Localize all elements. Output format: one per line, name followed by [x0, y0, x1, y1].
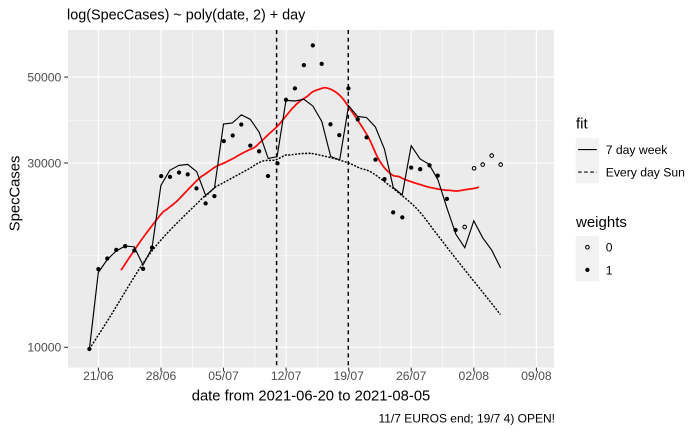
svg-text:0: 0	[606, 241, 613, 255]
svg-text:28/06: 28/06	[146, 369, 177, 383]
svg-text:log(SpecCases) ~ poly(date, 2): log(SpecCases) ~ poly(date, 2) + day	[67, 7, 306, 23]
svg-text:19/07: 19/07	[333, 369, 364, 383]
svg-text:11/7 EUROS end; 19/7 4) OPEN!: 11/7 EUROS end; 19/7 4) OPEN!	[378, 411, 555, 425]
svg-text:Every day Sun: Every day Sun	[606, 165, 685, 179]
svg-text:02/08: 02/08	[459, 369, 490, 383]
svg-text:05/07: 05/07	[208, 369, 239, 383]
svg-text:7 day week: 7 day week	[606, 143, 669, 157]
svg-text:SpecCases: SpecCases	[8, 156, 24, 232]
svg-text:30000: 30000	[27, 156, 61, 170]
svg-text:09/08: 09/08	[521, 369, 552, 383]
svg-text:26/07: 26/07	[396, 369, 427, 383]
svg-text:12/07: 12/07	[271, 369, 302, 383]
svg-text:date from 2021-06-20 to 2021-0: date from 2021-06-20 to 2021-08-05	[192, 388, 431, 404]
svg-text:weights: weights	[575, 214, 627, 231]
svg-text:fit: fit	[576, 116, 589, 133]
svg-text:50000: 50000	[27, 71, 61, 85]
svg-text:10000: 10000	[27, 341, 61, 355]
svg-text:21/06: 21/06	[83, 369, 114, 383]
svg-text:1: 1	[606, 263, 613, 277]
